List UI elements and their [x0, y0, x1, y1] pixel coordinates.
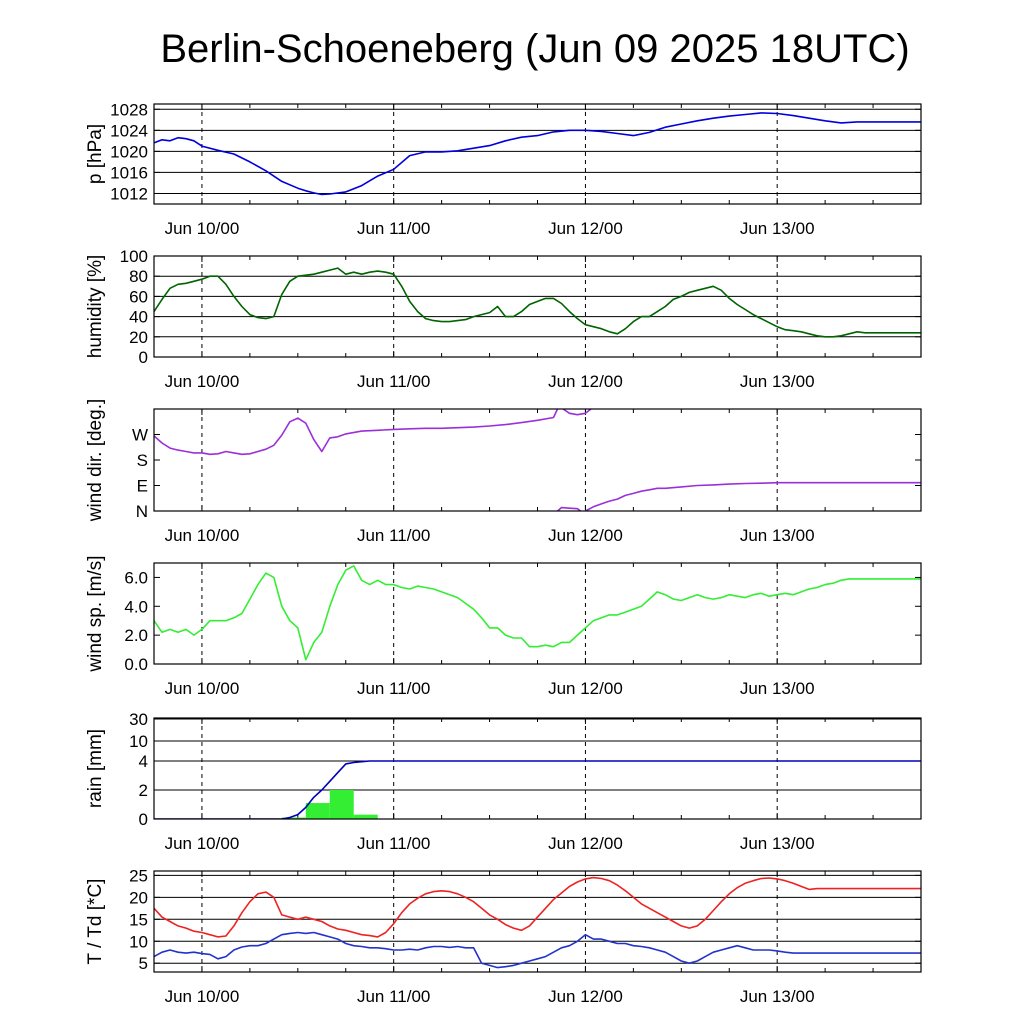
x-tick-label: Jun 11/00 [357, 679, 430, 698]
y-tick-label: 4 [139, 752, 148, 771]
series-line [585, 481, 921, 511]
x-tick-label: Jun 11/00 [357, 526, 430, 545]
panel-frame [153, 870, 922, 973]
y-tick-label: 25 [129, 866, 148, 885]
y-tick-label: 1016 [110, 163, 148, 182]
series-line [154, 112, 921, 196]
x-tick-label: Jun 12/00 [548, 372, 623, 391]
y-tick-label: 1024 [110, 121, 148, 140]
x-tick-label: Jun 13/00 [740, 834, 815, 853]
x-tick-label: Jun 11/00 [357, 219, 430, 238]
series-line [154, 409, 559, 456]
y-tick-label: 1028 [110, 100, 148, 119]
y-tick-label: 5 [139, 954, 148, 973]
x-tick-label: Jun 12/00 [548, 987, 623, 1006]
chart-title: Berlin-Schoeneberg (Jun 09 2025 18UTC) [160, 27, 909, 71]
y-axis-label: wind sp. [m/s] [85, 555, 106, 672]
y-tick-label: 1020 [110, 142, 148, 161]
rain-bar [353, 814, 378, 819]
panel-wind_speed: 0.0 2.0 4.0 6.0 Jun 10/00 Jun 11/00 Jun 12/00 J… [85, 555, 922, 698]
x-tick-label: Jun 11/00 [357, 987, 430, 1006]
x-tick-label: Jun 13/00 [740, 679, 815, 698]
y-tick-label: 1012 [110, 184, 148, 203]
x-tick-label: Jun 12/00 [548, 679, 623, 698]
y-tick-label: S [137, 451, 148, 470]
y-tick-label: 20 [129, 328, 148, 347]
x-tick-label: Jun 12/00 [548, 834, 623, 853]
y-axis-label: rain [mm] [85, 729, 106, 808]
y-tick-label: 20 [129, 888, 148, 907]
y-tick-label: 40 [129, 308, 148, 327]
x-tick-label: Jun 11/00 [357, 372, 430, 391]
panel-frame [153, 255, 922, 358]
y-tick-label: N [136, 502, 148, 521]
y-tick-label: 2.0 [124, 626, 148, 645]
x-tick-label: Jun 10/00 [165, 526, 240, 545]
x-tick-label: Jun 13/00 [740, 987, 815, 1006]
y-tick-label: 60 [129, 287, 148, 306]
y-tick-label: 30 [129, 710, 148, 729]
y-tick-label: 2 [139, 781, 148, 800]
y-tick-label: E [137, 477, 148, 496]
rain-bar [329, 790, 354, 819]
panel-frame [153, 562, 922, 665]
y-axis-label: p [hPa] [85, 124, 106, 184]
rain-bar [281, 817, 306, 819]
y-tick-label: 0 [139, 348, 148, 367]
y-tick-label: 6.0 [124, 568, 148, 587]
series-line [154, 565, 921, 661]
y-tick-label: 0 [139, 810, 148, 829]
series-line [154, 267, 921, 338]
series-line-td [154, 931, 921, 969]
panel-temperature: 5 10 15 20 25 Jun 10/00 Jun 11/00 Jun 12/00 Jun … [85, 866, 922, 1006]
y-tick-label: 10 [129, 732, 148, 751]
y-axis-label: wind dir. [deg.] [85, 399, 106, 523]
panel-pressure: 1012 1016 1020 1024 1028 Jun 10/00 Jun 11/00 Ju… [85, 100, 922, 238]
y-tick-label: 100 [120, 247, 148, 266]
y-tick-label: 15 [129, 910, 148, 929]
y-tick-label: 4.0 [124, 597, 148, 616]
series-line-accumulated [154, 760, 921, 819]
y-tick-label: W [132, 426, 148, 445]
x-tick-label: Jun 10/00 [165, 987, 240, 1006]
y-tick-label: 10 [129, 932, 148, 951]
x-tick-label: Jun 12/00 [548, 526, 623, 545]
y-tick-label: 80 [129, 267, 148, 286]
x-tick-label: Jun 11/00 [357, 834, 430, 853]
y-axis-label: humidity [%] [85, 255, 106, 358]
x-tick-label: Jun 13/00 [740, 526, 815, 545]
panel-frame [153, 717, 922, 820]
series-line [562, 409, 592, 416]
x-tick-label: Jun 10/00 [165, 219, 240, 238]
series-line-t [154, 876, 921, 938]
x-tick-label: Jun 13/00 [740, 219, 815, 238]
panel-frame [153, 408, 922, 512]
x-tick-label: Jun 10/00 [165, 679, 240, 698]
series-line [556, 506, 582, 511]
x-tick-label: Jun 10/00 [165, 834, 240, 853]
panel-rain: 0 2 410 30 Jun 10/00 Jun 11/00 Jun 12/00 Jun 13… [85, 710, 922, 853]
rain-bar [305, 803, 330, 819]
y-axis-label: T / Td [*C] [85, 879, 106, 965]
x-tick-label: Jun 10/00 [165, 372, 240, 391]
panel-frame [153, 103, 922, 205]
x-tick-label: Jun 12/00 [548, 219, 623, 238]
x-tick-label: Jun 13/00 [740, 372, 815, 391]
y-tick-label: 0.0 [124, 655, 148, 674]
